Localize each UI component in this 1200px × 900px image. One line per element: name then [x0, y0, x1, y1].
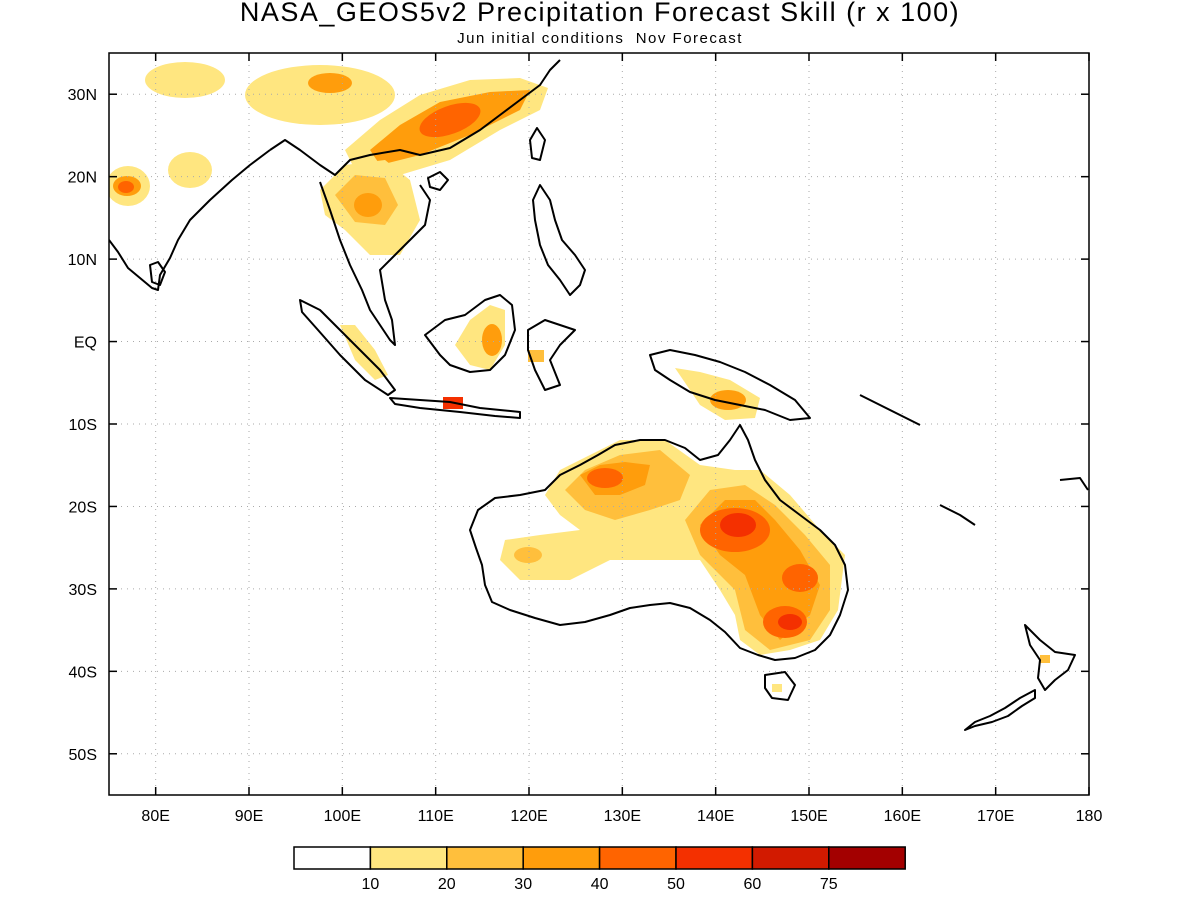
y-tick-label: 20N: [68, 170, 97, 187]
skill-area-east-queensland-peak: [782, 564, 818, 592]
y-tick-label: EQ: [74, 335, 97, 352]
coastline-australia: [469, 424, 849, 661]
skill-area-queensland-max: [720, 513, 756, 537]
skill-area-tibet-core: [308, 73, 352, 93]
x-tick-label: 140E: [697, 808, 734, 825]
y-axis: 30N 20N 10N EQ 10S 20S 30S 40S 50S: [68, 87, 1089, 764]
y-tick-label: 10S: [69, 417, 97, 434]
skill-area-south-china-peak: [419, 102, 481, 138]
y-tick-label: 50S: [69, 747, 97, 764]
colorbar-label: 60: [744, 876, 762, 893]
coastline-indochina: [319, 181, 431, 346]
y-tick-label: 20S: [69, 499, 97, 516]
coastline-philippines: [532, 184, 586, 296]
x-tick-label: 160E: [884, 808, 921, 825]
x-tick-label: 150E: [790, 808, 827, 825]
coastline-india: [109, 149, 271, 291]
skill-area-new-zealand: [1040, 655, 1050, 663]
skill-area-india-peak: [118, 181, 134, 193]
colorbar-bin-7: [828, 846, 906, 870]
coastlines: [109, 59, 1089, 731]
coastline-java: [389, 397, 521, 419]
map-subtitle: Jun initial conditions Nov Forecast: [457, 30, 743, 47]
y-tick-label: 10N: [68, 252, 97, 269]
x-tick-label: 120E: [510, 808, 547, 825]
coastline-tasmania: [764, 671, 796, 701]
coastline-borneo: [424, 294, 516, 373]
colorbar-label: 40: [591, 876, 609, 893]
skill-area-india-north: [145, 62, 225, 98]
x-tick-label: 110E: [418, 808, 454, 825]
skill-area-central-india: [168, 152, 212, 188]
colorbar-bin-5: [675, 846, 754, 870]
colorbar-bin-6: [751, 846, 830, 870]
colorbar-label: 10: [362, 876, 380, 893]
x-tick-label: 130E: [604, 808, 641, 825]
skill-area-kimberley-peak: [587, 468, 623, 488]
colorbar-bin-1: [369, 846, 448, 870]
skill-area-indochina-peak: [354, 193, 382, 217]
coastline-nz-north: [1024, 624, 1076, 691]
x-tick-label: 90E: [235, 808, 263, 825]
coastline-nz-south: [964, 689, 1036, 731]
y-tick-label: 30S: [69, 582, 97, 599]
y-tick-label: 30N: [68, 87, 97, 104]
colorbar-label: 30: [514, 876, 532, 893]
skill-area-tibet: [245, 65, 395, 125]
skill-area-nsw-max: [778, 614, 802, 630]
coastline-sulawesi: [527, 319, 576, 391]
coastline-hainan: [427, 171, 449, 191]
colorbar-label: 75: [820, 876, 838, 893]
y-tick-label: 40S: [69, 664, 97, 681]
lat-lon-grid: [109, 53, 1089, 795]
map-frame: [108, 52, 1090, 796]
x-tick-label: 80E: [141, 808, 169, 825]
coastline-sri-lanka: [149, 261, 166, 286]
x-axis: 80E 90E 100E 110E 120E 130E 140E 150E 160E 170E 18…: [141, 53, 1102, 825]
colorbar-bin-3: [522, 846, 601, 870]
colorbar-label: 20: [438, 876, 456, 893]
colorbar-label: 50: [667, 876, 685, 893]
x-tick-label: 100E: [324, 808, 361, 825]
coastline-china: [269, 59, 561, 176]
coastline-taiwan: [529, 127, 546, 161]
coastline-pacific-islands: [859, 394, 1089, 526]
map-title: NASA_GEOS5v2 Precipitation Forecast Skil…: [239, 0, 961, 27]
colorbar-bin-0: [293, 846, 372, 870]
x-tick-label: 170E: [977, 808, 1014, 825]
x-tick-label: 180: [1076, 808, 1103, 825]
colorbar-bin-4: [598, 846, 677, 870]
coastline-sumatra: [299, 299, 396, 396]
skill-area-west-australia-core: [514, 547, 542, 563]
colorbar-bin-2: [446, 846, 524, 870]
skill-area-borneo-core: [482, 324, 502, 356]
skill-area-tasmania: [772, 684, 782, 692]
coastline-new-guinea: [649, 349, 811, 421]
colorbar: 10 20 30 40 50 60 75: [293, 846, 906, 893]
skill-shading: [109, 62, 1050, 692]
